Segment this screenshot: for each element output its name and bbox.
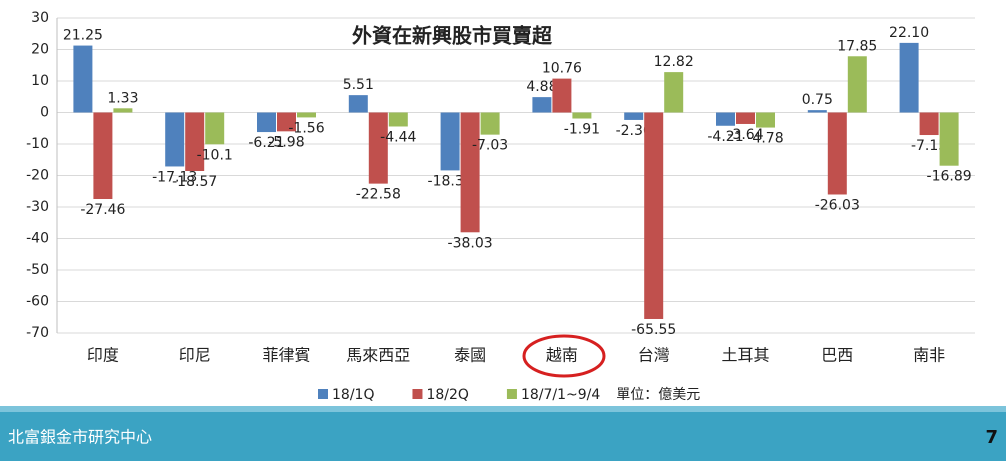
x-tick-label: 土耳其 (721, 346, 769, 365)
x-tick-label: 巴西 (821, 346, 853, 365)
bar (756, 112, 775, 128)
value-label: -27.46 (80, 202, 125, 218)
bar (899, 42, 919, 113)
value-label: -26.03 (815, 197, 860, 213)
x-tick-label: 台灣 (638, 346, 670, 365)
x-tick-label: 馬來西亞 (346, 346, 410, 365)
x-tick-label: 菲律賓 (262, 346, 310, 365)
bar (480, 112, 500, 135)
x-tick-label: 印度 (87, 346, 119, 365)
footer-text: 北富銀金市研究中心 (8, 428, 152, 447)
value-label: -4.44 (380, 129, 416, 145)
value-label: -7.15 (911, 138, 947, 154)
bar (297, 112, 316, 118)
value-label: -10.1 (197, 147, 233, 163)
value-label: -16.89 (927, 169, 972, 185)
bar (572, 112, 592, 119)
footer-strip (0, 406, 1006, 412)
bar (388, 112, 408, 127)
bar (807, 110, 827, 113)
bar (736, 112, 755, 124)
value-label: 1.33 (107, 90, 138, 106)
y-tick-label: -50 (26, 262, 49, 278)
bar (939, 112, 959, 166)
bar (440, 112, 460, 171)
legend-label: 18/7/1~9/4 (521, 387, 600, 403)
value-label: -65.55 (631, 322, 676, 338)
chart-title: 外資在新興股市買賣超 (352, 24, 553, 48)
bar (847, 56, 867, 113)
y-tick-label: 30 (31, 10, 49, 26)
x-tick-label: 越南 (546, 346, 578, 365)
value-label: -4.78 (747, 131, 783, 147)
value-label: 17.85 (837, 38, 877, 54)
bar (257, 112, 276, 133)
value-label: -1.91 (564, 122, 600, 138)
bar (368, 112, 388, 184)
bar (185, 112, 205, 171)
bar (664, 72, 684, 113)
bar (277, 112, 296, 132)
value-label: -7.03 (472, 138, 508, 154)
value-label: 21.25 (63, 28, 103, 44)
value-label: 0.75 (802, 92, 833, 108)
footer-bar (0, 406, 1006, 461)
y-tick-label: -20 (26, 168, 49, 184)
value-label: -18.57 (172, 174, 217, 190)
value-label: 22.10 (889, 25, 929, 41)
bar (716, 112, 735, 126)
x-tick-label: 南非 (913, 346, 945, 365)
legend-swatch (412, 389, 423, 399)
bar (460, 112, 480, 233)
bar (624, 112, 644, 120)
bar (165, 112, 185, 167)
legend-swatch (318, 389, 328, 399)
bar (93, 112, 113, 199)
value-label: -3.64 (727, 127, 763, 143)
bar (827, 112, 847, 195)
legend-label: 18/2Q (426, 387, 468, 403)
bar (205, 112, 225, 145)
y-tick-label: -60 (26, 294, 49, 310)
value-label: -5.98 (268, 134, 304, 150)
value-label: 10.76 (542, 61, 582, 77)
legend-label: 18/1Q (332, 387, 374, 403)
bar (348, 95, 368, 113)
bar (552, 78, 572, 113)
page-number: 7 (985, 427, 998, 448)
value-label: -2.36 (616, 123, 652, 139)
y-tick-label: 0 (40, 105, 49, 121)
y-tick-label: -10 (26, 136, 49, 152)
bar (644, 112, 664, 319)
legend-swatch (506, 389, 517, 399)
bar (73, 45, 93, 113)
value-label: -38.03 (448, 235, 493, 251)
bar (532, 97, 552, 113)
bar (113, 108, 133, 113)
y-tick-label: -40 (26, 231, 49, 247)
value-label: -4.21 (707, 129, 743, 145)
value-label: -1.56 (288, 120, 324, 136)
x-tick-label: 印尼 (179, 346, 211, 365)
x-tick-label: 泰國 (454, 346, 486, 365)
value-label: 5.51 (343, 77, 374, 93)
highlight-circle (522, 334, 606, 378)
y-tick-label: -30 (26, 199, 49, 215)
value-label: 12.82 (654, 54, 694, 70)
y-tick-label: 10 (31, 73, 49, 89)
value-label: 4.88 (526, 79, 557, 95)
bar (919, 112, 939, 136)
unit-note: 單位：億美元 (616, 387, 700, 403)
y-tick-label: -70 (26, 325, 49, 341)
y-tick-label: 20 (31, 42, 49, 58)
value-label: -17.13 (152, 169, 197, 185)
value-label: -22.58 (356, 187, 401, 203)
value-label: -6.21 (248, 135, 284, 151)
